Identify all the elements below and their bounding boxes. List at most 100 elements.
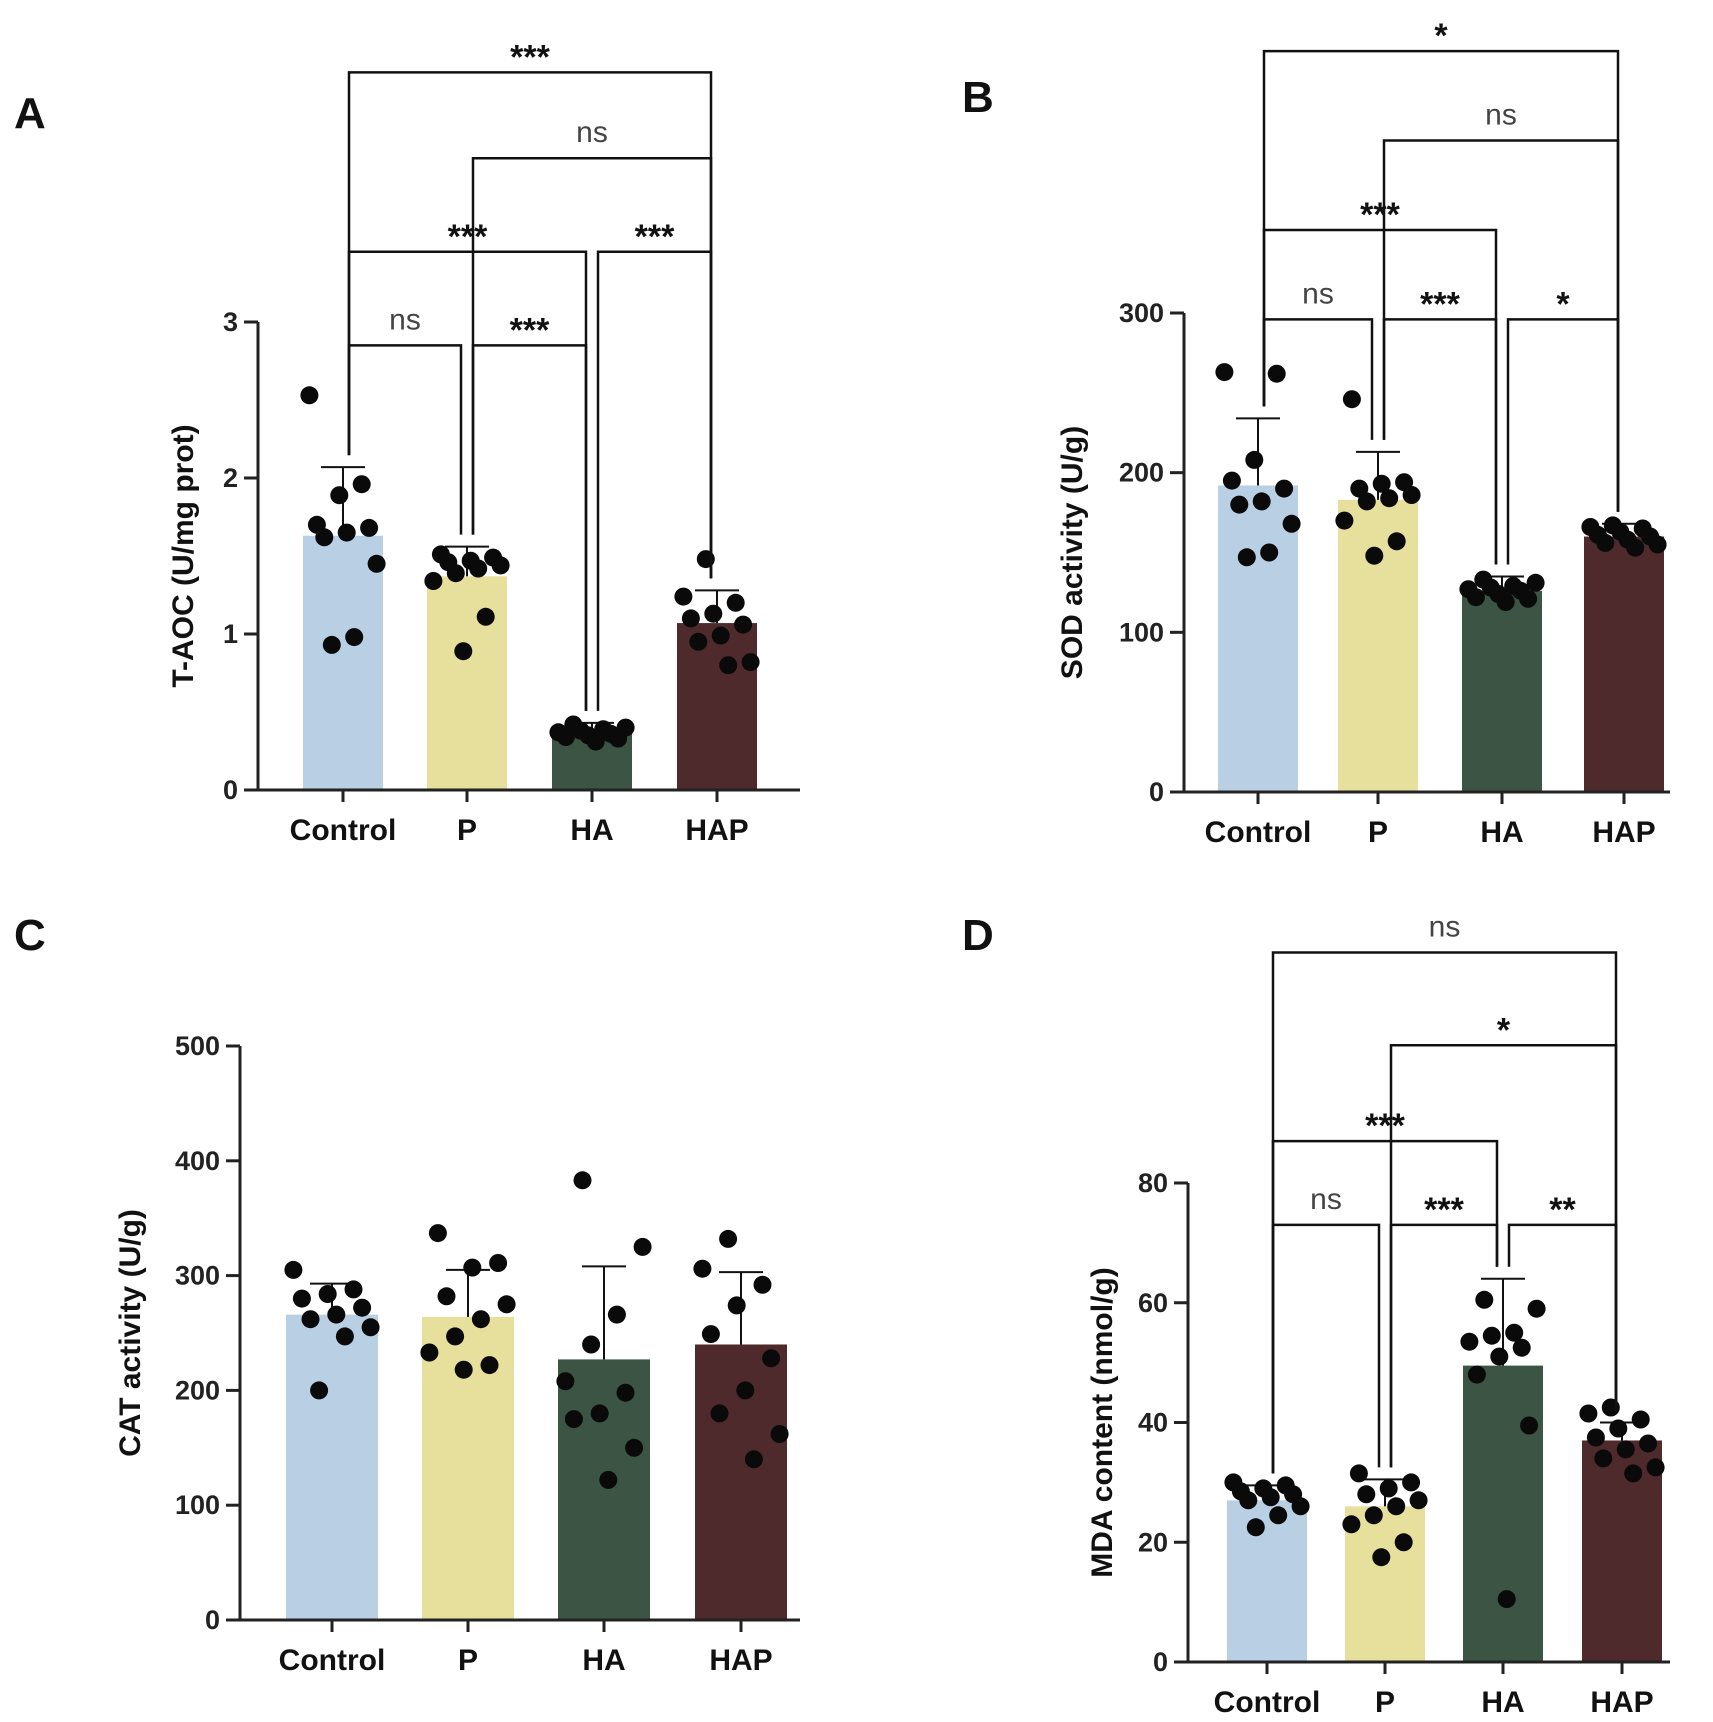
data-point <box>1349 1464 1368 1483</box>
significance-label: ** <box>1549 1191 1576 1229</box>
bar-hap <box>677 623 757 790</box>
data-point <box>424 572 443 590</box>
category-label-p: P <box>1375 1686 1395 1719</box>
data-point <box>586 732 605 751</box>
significance-label: *** <box>1420 285 1460 323</box>
bar-control <box>1227 1500 1307 1662</box>
y-axis-title: CAT activity (U/g) <box>114 1209 147 1457</box>
category-label-ha: HA <box>570 814 613 847</box>
data-point <box>1261 1488 1280 1507</box>
data-point <box>1519 589 1538 608</box>
data-point <box>609 729 628 748</box>
significance-label: *** <box>510 38 550 76</box>
significance-bracket: ns <box>1262 277 1374 440</box>
data-point <box>454 1360 473 1379</box>
data-point <box>681 609 700 628</box>
data-point <box>762 1349 781 1368</box>
data-point <box>710 1404 729 1423</box>
data-point <box>437 1287 456 1306</box>
significance-label: *** <box>1365 1107 1405 1145</box>
data-point <box>556 1372 575 1391</box>
data-point <box>463 1258 482 1277</box>
data-point <box>446 564 465 583</box>
category-label-p: P <box>1368 816 1388 849</box>
data-point <box>1496 593 1515 611</box>
data-point <box>1609 1419 1628 1438</box>
significance-label: * <box>1556 285 1570 323</box>
data-point <box>1380 489 1399 508</box>
data-point <box>1365 546 1384 565</box>
data-point <box>284 1260 303 1279</box>
data-point <box>1252 492 1271 511</box>
y-tick-label: 2 <box>223 463 238 493</box>
data-point <box>753 1275 772 1294</box>
data-point <box>1222 471 1241 490</box>
y-tick-label: 0 <box>223 775 238 805</box>
bar-p <box>1338 499 1418 792</box>
bar-ha <box>1462 590 1542 792</box>
data-point <box>1520 1416 1539 1435</box>
data-point <box>741 653 760 672</box>
data-point <box>360 518 379 537</box>
data-point <box>1245 450 1264 469</box>
data-point <box>1269 1506 1288 1525</box>
data-point <box>1379 1479 1398 1498</box>
data-point <box>701 1325 720 1344</box>
category-label-control: Control <box>279 1644 386 1677</box>
y-tick-label: 300 <box>175 1261 220 1291</box>
data-point <box>1505 1323 1524 1342</box>
category-label-hap: HAP <box>709 1644 772 1677</box>
y-tick-label: 0 <box>1153 1647 1168 1677</box>
y-tick-label: 500 <box>175 1031 220 1061</box>
data-point <box>454 642 473 661</box>
significance-label: *** <box>510 311 550 349</box>
data-point <box>633 1237 652 1256</box>
panel-letter: A <box>14 89 46 138</box>
data-point <box>1467 1365 1486 1384</box>
data-point <box>625 1438 644 1457</box>
data-point <box>428 1224 447 1243</box>
data-point <box>1497 1590 1516 1609</box>
significance-bracket: * <box>1262 17 1620 512</box>
data-point <box>292 1289 311 1308</box>
significance-label: * <box>1434 17 1448 55</box>
category-label-hap: HAP <box>1592 816 1655 849</box>
significance-label: ns <box>1485 99 1517 132</box>
data-point <box>420 1343 439 1362</box>
error-bar-ha <box>582 1265 626 1360</box>
data-point <box>1372 1548 1391 1567</box>
data-point <box>1616 1440 1635 1459</box>
data-point <box>300 386 319 405</box>
data-point <box>744 1450 763 1469</box>
data-point <box>1624 1464 1643 1483</box>
y-tick-label: 60 <box>1138 1288 1168 1318</box>
data-point <box>1586 1428 1605 1447</box>
data-point <box>1526 573 1545 592</box>
category-label-control: Control <box>290 814 397 847</box>
category-label-hap: HAP <box>685 814 748 847</box>
data-point <box>1364 1506 1383 1525</box>
data-point <box>1631 1410 1650 1429</box>
data-point <box>330 486 349 505</box>
data-point <box>335 1327 354 1346</box>
category-label-ha: HA <box>1481 1686 1524 1719</box>
y-tick-label: 3 <box>223 307 238 337</box>
data-point <box>489 1254 508 1272</box>
data-point <box>1482 1326 1501 1345</box>
data-point <box>1215 363 1234 382</box>
y-tick-label: 20 <box>1138 1527 1168 1557</box>
data-point <box>1239 1491 1258 1510</box>
data-point <box>446 1327 465 1346</box>
y-tick-label: 40 <box>1138 1408 1168 1438</box>
data-point <box>1342 1515 1361 1534</box>
significance-label: *** <box>1360 196 1400 234</box>
significance-bracket: ns <box>347 303 463 535</box>
panel-d: D 0 20 40 60 80 Control P HA HAP MDA content (nmol… <box>962 910 1670 1719</box>
data-point <box>344 1280 363 1299</box>
data-point <box>1512 1338 1531 1357</box>
y-tick-label: 1 <box>223 619 238 649</box>
data-point <box>1246 1518 1265 1537</box>
data-point <box>310 1381 329 1400</box>
data-point <box>736 1381 755 1400</box>
significance-bracket: ns <box>1271 1183 1381 1474</box>
